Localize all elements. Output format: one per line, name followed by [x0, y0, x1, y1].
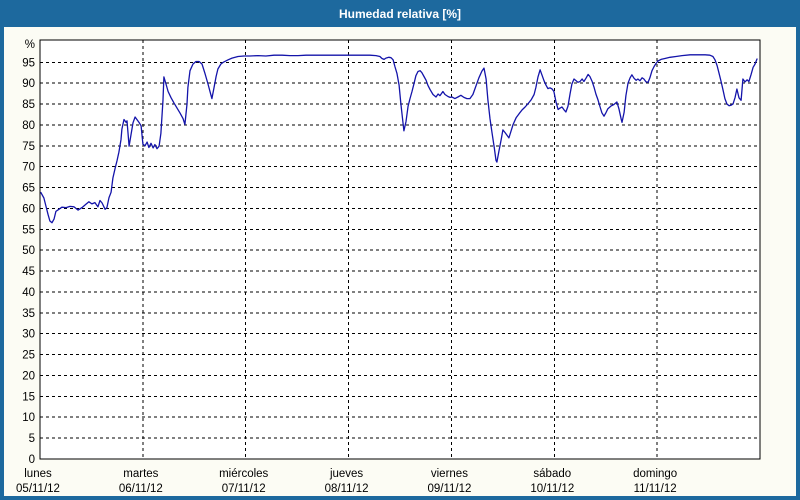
y-tick-label: 10 — [22, 412, 35, 424]
y-tick-label: 65 — [22, 183, 35, 195]
title-bar: Humedad relativa [%] — [0, 0, 800, 27]
y-tick-label: 25 — [22, 350, 35, 362]
y-tick-label: 30 — [22, 329, 35, 341]
x-day-label: miércoles — [219, 468, 268, 480]
y-tick-label: 70 — [22, 162, 35, 174]
y-tick-label: 90 — [22, 78, 35, 90]
humidity-line — [40, 54, 758, 224]
x-day-label: viernes — [431, 468, 468, 480]
x-date-label: 10/11/12 — [530, 483, 574, 495]
y-tick-label: 35 — [22, 308, 35, 320]
y-tick-label: 5 — [29, 433, 35, 445]
y-tick-label: 40 — [22, 287, 35, 299]
y-tick-label: 75 — [22, 141, 35, 153]
x-date-label: 07/11/12 — [222, 483, 266, 495]
x-date-label: 06/11/12 — [119, 483, 163, 495]
x-date-label: 08/11/12 — [325, 483, 369, 495]
y-tick-label: 95 — [22, 57, 35, 69]
y-tick-label: 15 — [22, 391, 35, 403]
y-tick-label: 50 — [22, 245, 35, 257]
plot-area — [39, 39, 761, 460]
y-tick-label: 0 — [29, 454, 35, 466]
y-tick-label: 45 — [22, 266, 35, 278]
window-title: Humedad relativa [%] — [338, 6, 462, 21]
x-date-label: 05/11/12 — [16, 483, 60, 495]
y-tick-label: 20 — [22, 370, 35, 382]
y-tick-label: 55 — [22, 224, 35, 236]
x-day-label: domingo — [633, 468, 677, 480]
x-day-label: lunes — [24, 468, 52, 480]
x-day-label: jueves — [329, 468, 363, 480]
x-date-label: 11/11/12 — [634, 483, 677, 495]
x-day-label: sábado — [533, 468, 571, 480]
y-axis-unit-label: % — [25, 39, 35, 51]
x-date-label: 09/11/12 — [427, 483, 471, 495]
x-day-label: martes — [123, 468, 158, 480]
y-tick-label: 85 — [22, 99, 35, 111]
y-tick-label: 60 — [22, 203, 35, 215]
y-tick-label: 80 — [22, 120, 35, 132]
